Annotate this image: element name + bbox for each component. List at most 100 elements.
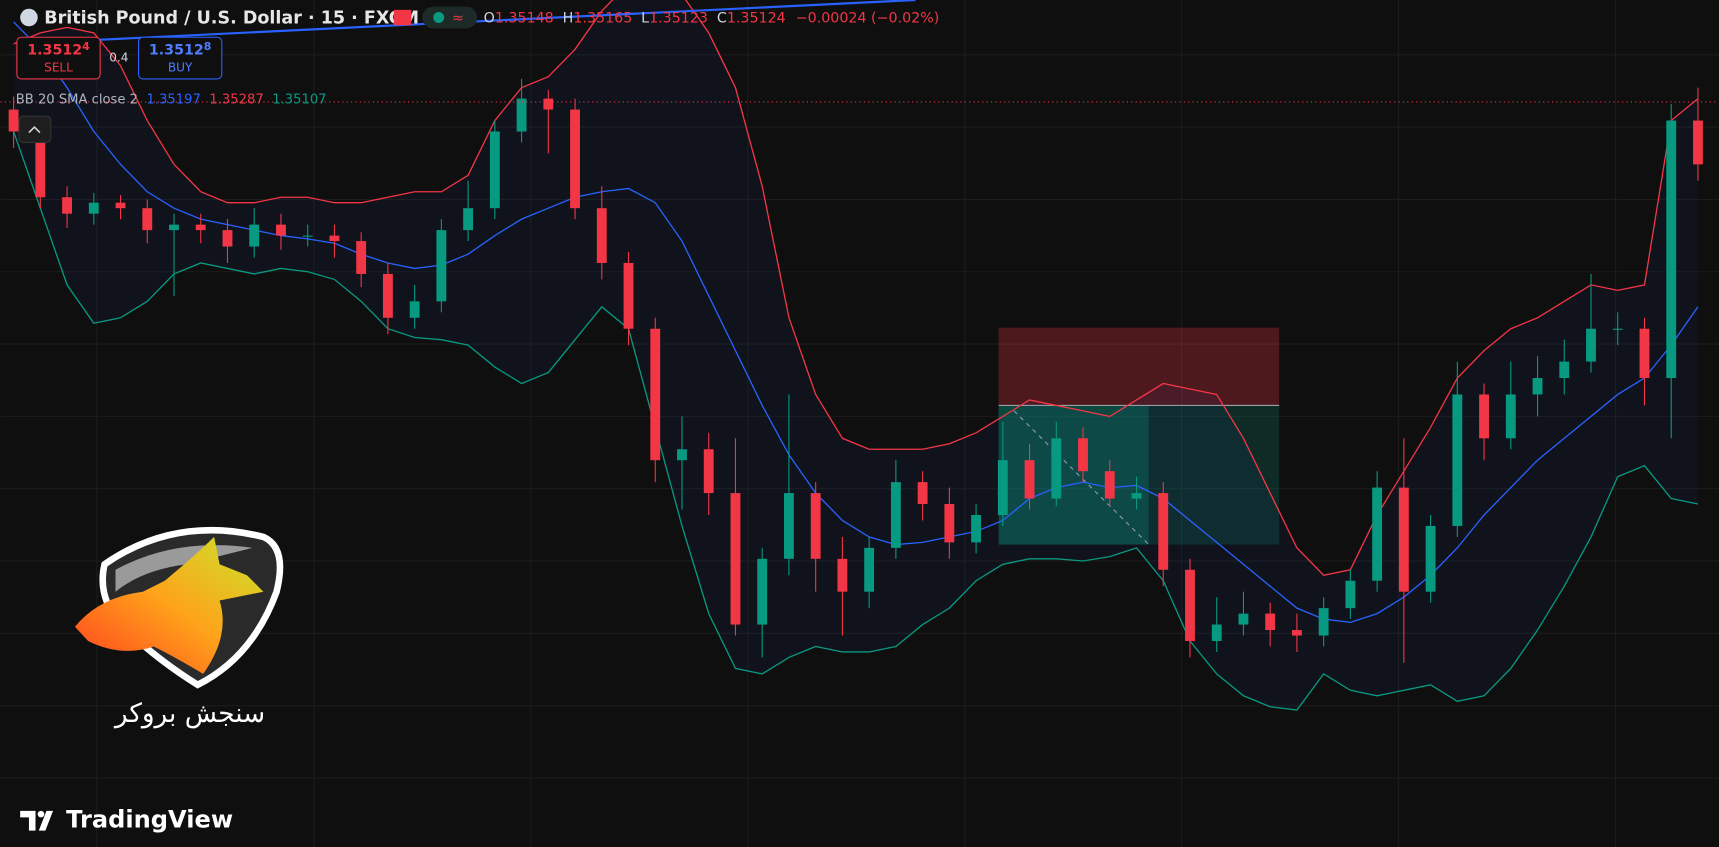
candle-body (890, 482, 901, 548)
band-fill (13, 0, 1698, 711)
buy-price: 1.35128 (149, 40, 212, 58)
candle-body (997, 460, 1008, 515)
band-line (12, 131, 1699, 711)
candle-body (1318, 608, 1329, 636)
c-value: 1.35124 (727, 11, 786, 27)
candle-body (115, 202, 126, 209)
buy-label: BUY (168, 60, 193, 74)
buy-button[interactable] (137, 36, 223, 80)
candle-body (8, 109, 19, 132)
candle-body (1024, 460, 1035, 499)
logo: سنجش بروکر (74, 526, 284, 729)
candle-body (596, 208, 607, 263)
candle-body (677, 449, 687, 461)
l-value: 1.35123 (649, 11, 708, 27)
buy-pip: 8 (204, 40, 212, 53)
candle-body (1666, 120, 1677, 379)
candle-body (382, 273, 393, 318)
candle-body (409, 301, 420, 318)
candle-body (1693, 120, 1703, 165)
candle-body (1051, 438, 1062, 499)
status-pill (422, 6, 478, 29)
candle-body (703, 449, 714, 494)
brand-name: TradingView (66, 806, 233, 834)
candle-body (276, 224, 286, 236)
candle-body (329, 235, 340, 242)
candle-body (650, 328, 661, 461)
status-dot (433, 12, 445, 24)
spread: 0.4 (109, 51, 128, 65)
candle-body (1104, 471, 1115, 499)
candle-body (917, 482, 928, 505)
candle-body (142, 208, 153, 231)
candle-body (516, 98, 527, 132)
candle-body (837, 558, 848, 592)
candle-body (1078, 438, 1088, 472)
sell-label: SELL (44, 60, 73, 74)
candle-body (730, 493, 741, 625)
l-label: L (641, 11, 649, 27)
candle-body (570, 109, 580, 209)
candle-body (35, 131, 46, 198)
candle-body (302, 235, 313, 237)
candle-body (864, 547, 875, 592)
candle-body (1586, 328, 1596, 362)
c-label: C (717, 11, 727, 27)
candle-body (944, 504, 955, 543)
ohlc: O1.35148 H1.35165 L1.35123 C1.35124 −0.0… (484, 11, 940, 27)
candle-body (1158, 493, 1169, 570)
candle-body (1505, 394, 1516, 439)
logo-wolf (74, 536, 264, 674)
candle-body (489, 131, 500, 209)
target-zone-filled (998, 405, 1149, 545)
o-label: O (484, 11, 495, 27)
logo-shine (115, 545, 253, 592)
plot (8, 0, 1703, 711)
candle-body (1265, 613, 1276, 631)
candle-body (757, 558, 768, 625)
indicator-basis: 1.35197 (147, 92, 201, 107)
candle-body (1425, 525, 1436, 592)
candle-body (1639, 328, 1650, 379)
target-zone (1148, 405, 1280, 545)
band-line (13, 21, 1699, 624)
candle-body (195, 224, 206, 231)
candle-body (1612, 328, 1623, 330)
indicator-legend: BB 20 SMA close 2 1.35197 1.35287 1.3510… (16, 92, 327, 107)
candle-body (1372, 487, 1383, 581)
candle-body (1479, 394, 1489, 439)
candle-body (1211, 624, 1222, 642)
indicator-lower: 1.35107 (272, 92, 326, 107)
collapse-icon (28, 125, 41, 134)
brand-dot (37, 810, 45, 818)
candle-body (1185, 569, 1195, 642)
candle-body (543, 98, 554, 110)
buy-price-main: 1.3512 (149, 42, 204, 58)
candle-body (88, 202, 99, 214)
collapse-button[interactable] (18, 115, 52, 143)
candle-body (1559, 361, 1570, 379)
candle-body (1238, 613, 1249, 625)
candle-body (1532, 378, 1543, 395)
indicator-upper: 1.35287 (209, 92, 263, 107)
candle-body (1452, 394, 1463, 526)
candle-body (1291, 630, 1302, 636)
sell-pip: 4 (82, 40, 90, 53)
candle-body (463, 208, 474, 231)
h-value: 1.35165 (573, 11, 632, 27)
sell-button[interactable] (16, 36, 101, 80)
candle-body (169, 224, 179, 231)
candle-body (810, 493, 821, 559)
stop-zone (998, 327, 1280, 406)
band-line (13, 0, 1699, 576)
candle-body (249, 224, 260, 247)
sell-price: 1.35124 (27, 40, 90, 58)
symbol-flag (20, 8, 38, 27)
sell-price-main: 1.3512 (27, 42, 82, 58)
indicator-name: BB 20 SMA close 2 (16, 92, 138, 107)
candle-body (436, 230, 447, 302)
candle-body (1131, 493, 1142, 499)
